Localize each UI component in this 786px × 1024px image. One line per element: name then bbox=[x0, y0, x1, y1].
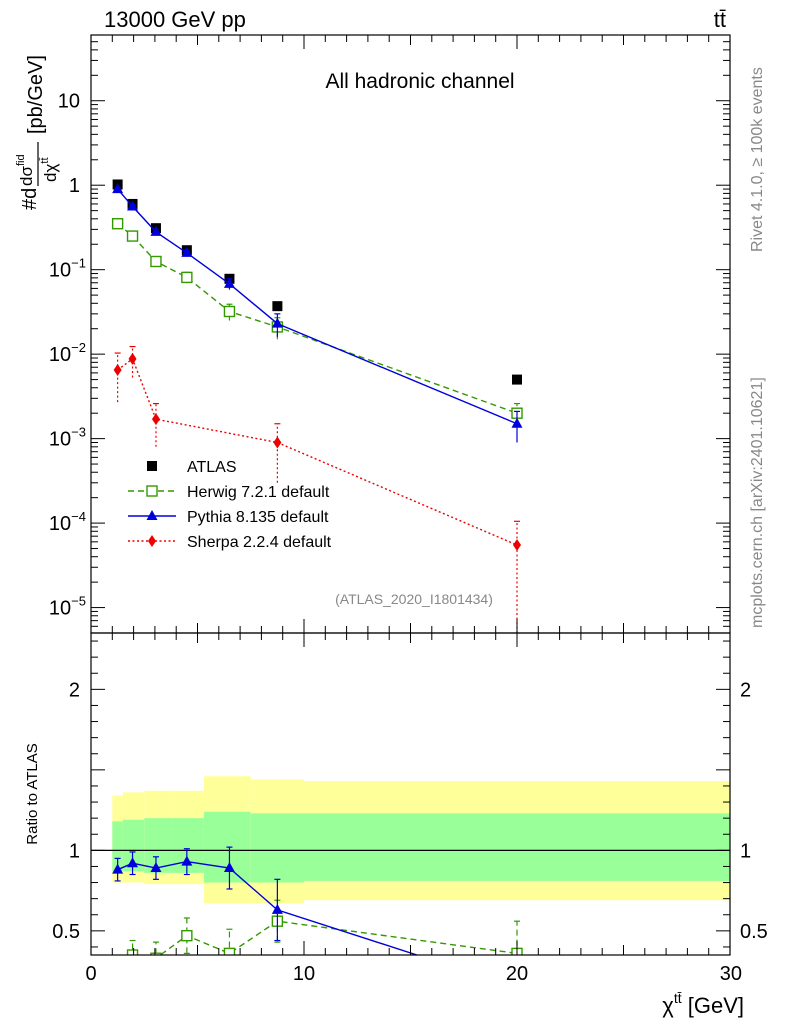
ytick-label: 10 bbox=[58, 91, 80, 113]
xlabel-units: [GeV] bbox=[682, 993, 744, 1018]
mcplots-source-label: mcplots.cern.ch [arXiv:2401.10621] bbox=[749, 377, 766, 628]
point-herwig bbox=[111, 218, 124, 230]
uncertainty-band-green bbox=[112, 821, 123, 872]
ratio-point-pythia bbox=[112, 863, 124, 874]
ratio-point-herwig bbox=[150, 952, 162, 955]
point-atlas bbox=[272, 301, 283, 312]
ratio-ylabel: Ratio to ATLAS bbox=[24, 743, 41, 844]
line-sherpa bbox=[117, 357, 518, 546]
legend-label-herwig: Herwig 7.2.1 default bbox=[187, 484, 330, 501]
ratio-ytick-label-left: 0.5 bbox=[52, 921, 80, 943]
ratio-point-pythia bbox=[150, 862, 162, 873]
xtick-label: 30 bbox=[720, 963, 742, 985]
header-left: 13000 GeV pp bbox=[104, 7, 246, 32]
ytick-label: 10−4 bbox=[49, 509, 86, 535]
point-atlas bbox=[512, 374, 522, 385]
ylabel-units: [pb/GeV] bbox=[25, 55, 47, 134]
analysis-watermark: (ATLAS_2020_I1801434) bbox=[335, 591, 493, 607]
svg-text:dσfid: dσfid bbox=[15, 154, 36, 186]
main-panel: 10 1 10−1 10−2 10−3 10−4 10−5 All hadronic cha… bbox=[49, 34, 731, 634]
point-pythia bbox=[271, 317, 283, 328]
ratio-point-herwig bbox=[126, 949, 139, 955]
ratio-panel: 0.5 0.51 12 20 10 20 30 bbox=[52, 632, 768, 985]
legend-marker-atlas bbox=[147, 461, 157, 471]
ytick-label: 1 bbox=[69, 175, 80, 197]
ratio-ytick-label-right: 0.5 bbox=[740, 921, 768, 943]
ytick-label: 10−2 bbox=[49, 340, 86, 366]
svg-text:dχtt̄: dχtt̄ bbox=[39, 157, 60, 182]
ratio-series-herwig bbox=[126, 899, 523, 955]
legend-label-pythia: Pythia 8.135 default bbox=[187, 509, 329, 526]
ylabel-numerator-sup: fid bbox=[15, 154, 27, 166]
legend-marker-herwig bbox=[146, 485, 158, 497]
header-right: tt̄ bbox=[714, 7, 726, 32]
point-sherpa bbox=[113, 363, 122, 376]
point-pythia bbox=[127, 200, 139, 211]
point-pythia bbox=[150, 225, 162, 236]
legend: ATLAS Herwig 7.2.1 default Pythia 8.135 de… bbox=[128, 459, 332, 551]
legend-marker-sherpa bbox=[148, 535, 156, 547]
uncertainty-band-green bbox=[250, 813, 304, 883]
point-pythia bbox=[112, 183, 124, 194]
ratio-ytick-label-right: 1 bbox=[740, 840, 751, 862]
uncertainty-band-green bbox=[304, 813, 730, 881]
legend-marker-pythia bbox=[146, 510, 158, 520]
xtick-label: 10 bbox=[293, 963, 315, 985]
point-herwig bbox=[150, 255, 162, 268]
ratio-ytick-label-right: 2 bbox=[740, 679, 751, 701]
ratio-ytick-label-left: 2 bbox=[69, 679, 80, 701]
rivet-version-label: Rivet 4.1.0, ≥ 100k events bbox=[749, 67, 766, 252]
ratio-point-herwig bbox=[223, 947, 236, 955]
legend-item-pythia: Pythia 8.135 default bbox=[128, 509, 329, 526]
series-atlas bbox=[112, 179, 522, 385]
point-pythia bbox=[223, 277, 235, 288]
ytick-label: 10−1 bbox=[49, 256, 86, 282]
ylabel-denominator: dχ bbox=[41, 164, 60, 182]
point-herwig bbox=[126, 230, 139, 242]
ratio-ytick-label-left: 1 bbox=[69, 840, 80, 862]
x-axis-label: χtt̄ [GeV] bbox=[662, 990, 744, 1018]
ylabel-numerator: dσ bbox=[17, 166, 36, 186]
point-herwig bbox=[223, 305, 236, 318]
point-sherpa bbox=[151, 413, 160, 426]
main-ylabel: #d dσfid dχtt̄ [pb/GeV] bbox=[15, 55, 60, 210]
line-herwig bbox=[117, 223, 518, 414]
point-sherpa bbox=[128, 352, 137, 365]
ratio-point-pythia bbox=[223, 862, 235, 873]
point-pythia bbox=[181, 246, 193, 257]
xtick-label: 0 bbox=[85, 963, 96, 985]
ytick-label: 10−3 bbox=[49, 425, 86, 451]
point-sherpa bbox=[273, 436, 282, 449]
ylabel-denominator-sup: tt̄ bbox=[39, 157, 51, 163]
legend-item-sherpa: Sherpa 2.2.4 default bbox=[128, 534, 332, 551]
legend-label-sherpa: Sherpa 2.2.4 default bbox=[187, 534, 332, 551]
legend-item-atlas: ATLAS bbox=[147, 459, 237, 476]
series-herwig bbox=[111, 218, 523, 427]
ratio-point-pythia bbox=[127, 857, 139, 868]
xlabel-sup: tt̄ bbox=[674, 990, 682, 1006]
ratio-point-pythia bbox=[181, 855, 193, 866]
point-pythia bbox=[511, 417, 523, 428]
uncertainty-band-green bbox=[122, 819, 145, 872]
legend-item-herwig: Herwig 7.2.1 default bbox=[128, 484, 330, 501]
svg-text:#d: #d bbox=[19, 188, 41, 210]
xlabel-base: χ bbox=[662, 993, 674, 1018]
point-herwig bbox=[181, 271, 193, 284]
plot-title: All hadronic channel bbox=[325, 70, 514, 93]
ratio-point-pythia bbox=[271, 903, 283, 914]
ratio-frame bbox=[90, 632, 731, 956]
ylabel-hash: #d bbox=[19, 188, 41, 210]
xtick-label: 20 bbox=[506, 963, 528, 985]
ytick-label: 10−5 bbox=[49, 594, 86, 620]
ratio-series-pythia bbox=[112, 846, 418, 955]
series-sherpa bbox=[113, 345, 521, 633]
series-pythia bbox=[112, 183, 523, 443]
ratio-point-herwig bbox=[181, 929, 193, 942]
ratio-line-herwig bbox=[132, 920, 518, 955]
legend-label-atlas: ATLAS bbox=[187, 459, 237, 476]
line-pythia bbox=[117, 188, 518, 425]
point-sherpa bbox=[513, 539, 521, 552]
uncertainty-band-green bbox=[144, 818, 172, 873]
